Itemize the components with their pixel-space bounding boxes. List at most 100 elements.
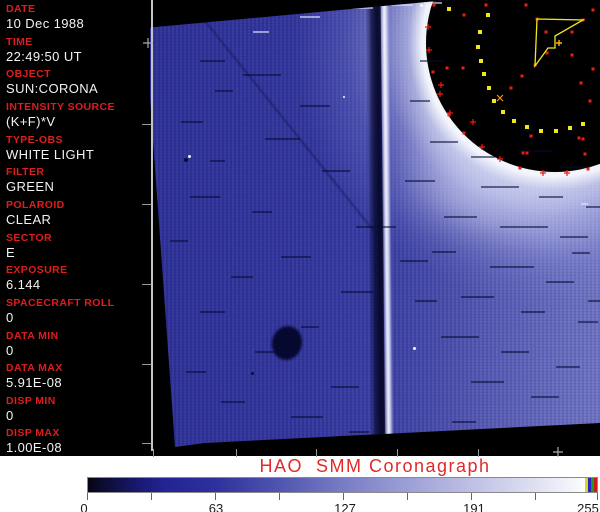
scanline-dropout-dark: [481, 186, 519, 188]
metadata-value: SUN:CORONA: [6, 81, 99, 97]
scanline-dropout-dark: [181, 121, 203, 123]
metadata-value: 0: [6, 309, 14, 325]
metadata-label: SPACECRAFT ROLL: [6, 296, 115, 309]
metadata-value: CLEAR: [6, 211, 52, 227]
metadata-field: TYPE-OBS WHITE LIGHT: [6, 134, 148, 162]
metadata-label: DISP MIN: [6, 394, 56, 407]
scanline-dropout-dark: [331, 386, 359, 388]
colorbar-tick-label: 127: [334, 501, 356, 512]
metadata-value: 5.91E-08: [6, 375, 62, 391]
scanline-dropout-dark: [578, 321, 598, 323]
scanline-dropout-dark: [210, 160, 225, 162]
scanline-dropout-dark: [291, 416, 323, 418]
colorbar-tick: [471, 493, 472, 500]
metadata-label: DISP MAX: [6, 427, 60, 440]
metadata-label: DATA MIN: [6, 329, 59, 342]
metadata-label: SECTOR: [6, 231, 52, 244]
metadata-field: EXPOSURE 6.144: [6, 264, 148, 292]
scanline-dropout-dark: [221, 401, 245, 403]
scanline-dropout-dark: [539, 196, 563, 198]
scanline-dropout-dark: [430, 141, 458, 143]
scanline-dropout-dark: [341, 291, 373, 293]
scanline-dropout-dark: [265, 138, 300, 140]
scanline-dropout-dark: [471, 156, 495, 158]
metadata-value: 6.144: [6, 277, 41, 293]
scanline-dropout-dark: [410, 100, 430, 102]
colorbar-tick-label: 0: [80, 501, 88, 512]
metadata-field: DATA MAX 5.91E-08: [6, 362, 148, 390]
metadata-field: DISP MAX 1.00E-08: [6, 427, 148, 455]
metadata-field: DATE 10 Dec 1988: [6, 3, 148, 31]
metadata-field: INTENSITY SOURCE (K+F)*V: [6, 101, 148, 129]
metadata-label: INTENSITY SOURCE: [6, 100, 115, 113]
metadata-field: SECTOR E: [6, 232, 148, 260]
dust-speck: [251, 372, 254, 375]
colorbar-tick: [407, 493, 408, 500]
scanline-dropout-dark: [452, 421, 476, 423]
scanline-dropout-dark: [400, 260, 428, 262]
star-speck: [413, 347, 416, 350]
metadata-value: E: [6, 244, 16, 260]
colorbar-tick-label: 191: [463, 501, 485, 512]
scanline-dropout-dark: [356, 226, 396, 228]
scanline-dropout-dark: [415, 300, 437, 302]
metadata-field: DATA MIN 0: [6, 330, 148, 358]
colorbar-tick: [343, 493, 344, 500]
scanline-dropout-dark: [405, 180, 435, 182]
scanline-dropout-dark: [243, 74, 281, 76]
scanline-dropout-dark: [281, 256, 311, 258]
metadata-label: TYPE-OBS: [6, 133, 63, 146]
scanline-dropout-dark: [300, 105, 330, 107]
scanline-dropout-dark: [231, 276, 253, 278]
scanline-dropout-dark: [215, 90, 233, 92]
metadata-label: OBJECT: [6, 68, 51, 81]
scanline-dropout-dark: [420, 60, 445, 62]
metadata-value: GREEN: [6, 179, 55, 195]
metadata-value: 0: [6, 342, 14, 358]
scanline-dropout-dark: [444, 216, 477, 218]
metadata-value: 1.00E-08: [6, 440, 62, 456]
scanline-dropout-dark: [546, 281, 574, 283]
image-display-area: [150, 0, 600, 456]
footer-scale-area: HAO SMM Coronagraph 0 63 127 191 255: [0, 456, 600, 512]
scanline-dropout-dark: [471, 381, 504, 383]
metadata-field: SPACECRAFT ROLL 0: [6, 297, 148, 325]
dust-speck: [184, 158, 188, 162]
colorbar-tick: [597, 493, 598, 500]
saturation-stripe: [594, 478, 597, 492]
coronagraph-image: [150, 0, 600, 447]
metadata-value: WHITE LIGHT: [6, 146, 95, 162]
scanline-dropout-dark: [255, 351, 293, 353]
metadata-value: 10 Dec 1988: [6, 16, 85, 31]
colorbar-tick: [215, 493, 216, 500]
scanline-dropout-dark: [190, 196, 220, 198]
colorbar-tick-label: 63: [208, 501, 224, 512]
scanline-dropout-dark: [572, 252, 590, 254]
scanline-dropout-dark: [441, 336, 479, 338]
scanline-dropout-light: [300, 16, 320, 18]
metadata-field: OBJECT SUN:CORONA: [6, 68, 148, 96]
scanline-dropout-dark: [531, 396, 559, 398]
scanline-dropout-light: [581, 203, 588, 205]
scanline-dropout-dark: [461, 296, 494, 298]
scanline-dropout-light: [424, 2, 442, 4]
scanline-dropout-dark: [500, 226, 548, 228]
scanline-dropout-dark: [521, 311, 545, 313]
scanline-dropout-dark: [490, 266, 534, 268]
colorbar-tick: [151, 493, 152, 500]
scanline-dropout-dark: [556, 366, 580, 368]
metadata-field: FILTER GREEN: [6, 166, 148, 194]
saturation-stripe: [588, 478, 591, 492]
metadata-label: DATA MAX: [6, 362, 63, 375]
scanline-dropout-dark: [559, 166, 587, 168]
scanline-dropout-dark: [588, 300, 600, 302]
metadata-value: 22:49:50 UT: [6, 48, 82, 64]
metadata-field: POLAROID CLEAR: [6, 199, 148, 227]
colorbar-tick: [535, 493, 536, 500]
star-speck: [188, 155, 191, 158]
colorbar-tick-label: 255: [577, 501, 599, 512]
metadata-label: POLAROID: [6, 198, 65, 211]
scanline-dropout-dark: [200, 60, 225, 62]
star-speck: [420, 4, 423, 7]
scanline-dropout-dark: [301, 326, 319, 328]
